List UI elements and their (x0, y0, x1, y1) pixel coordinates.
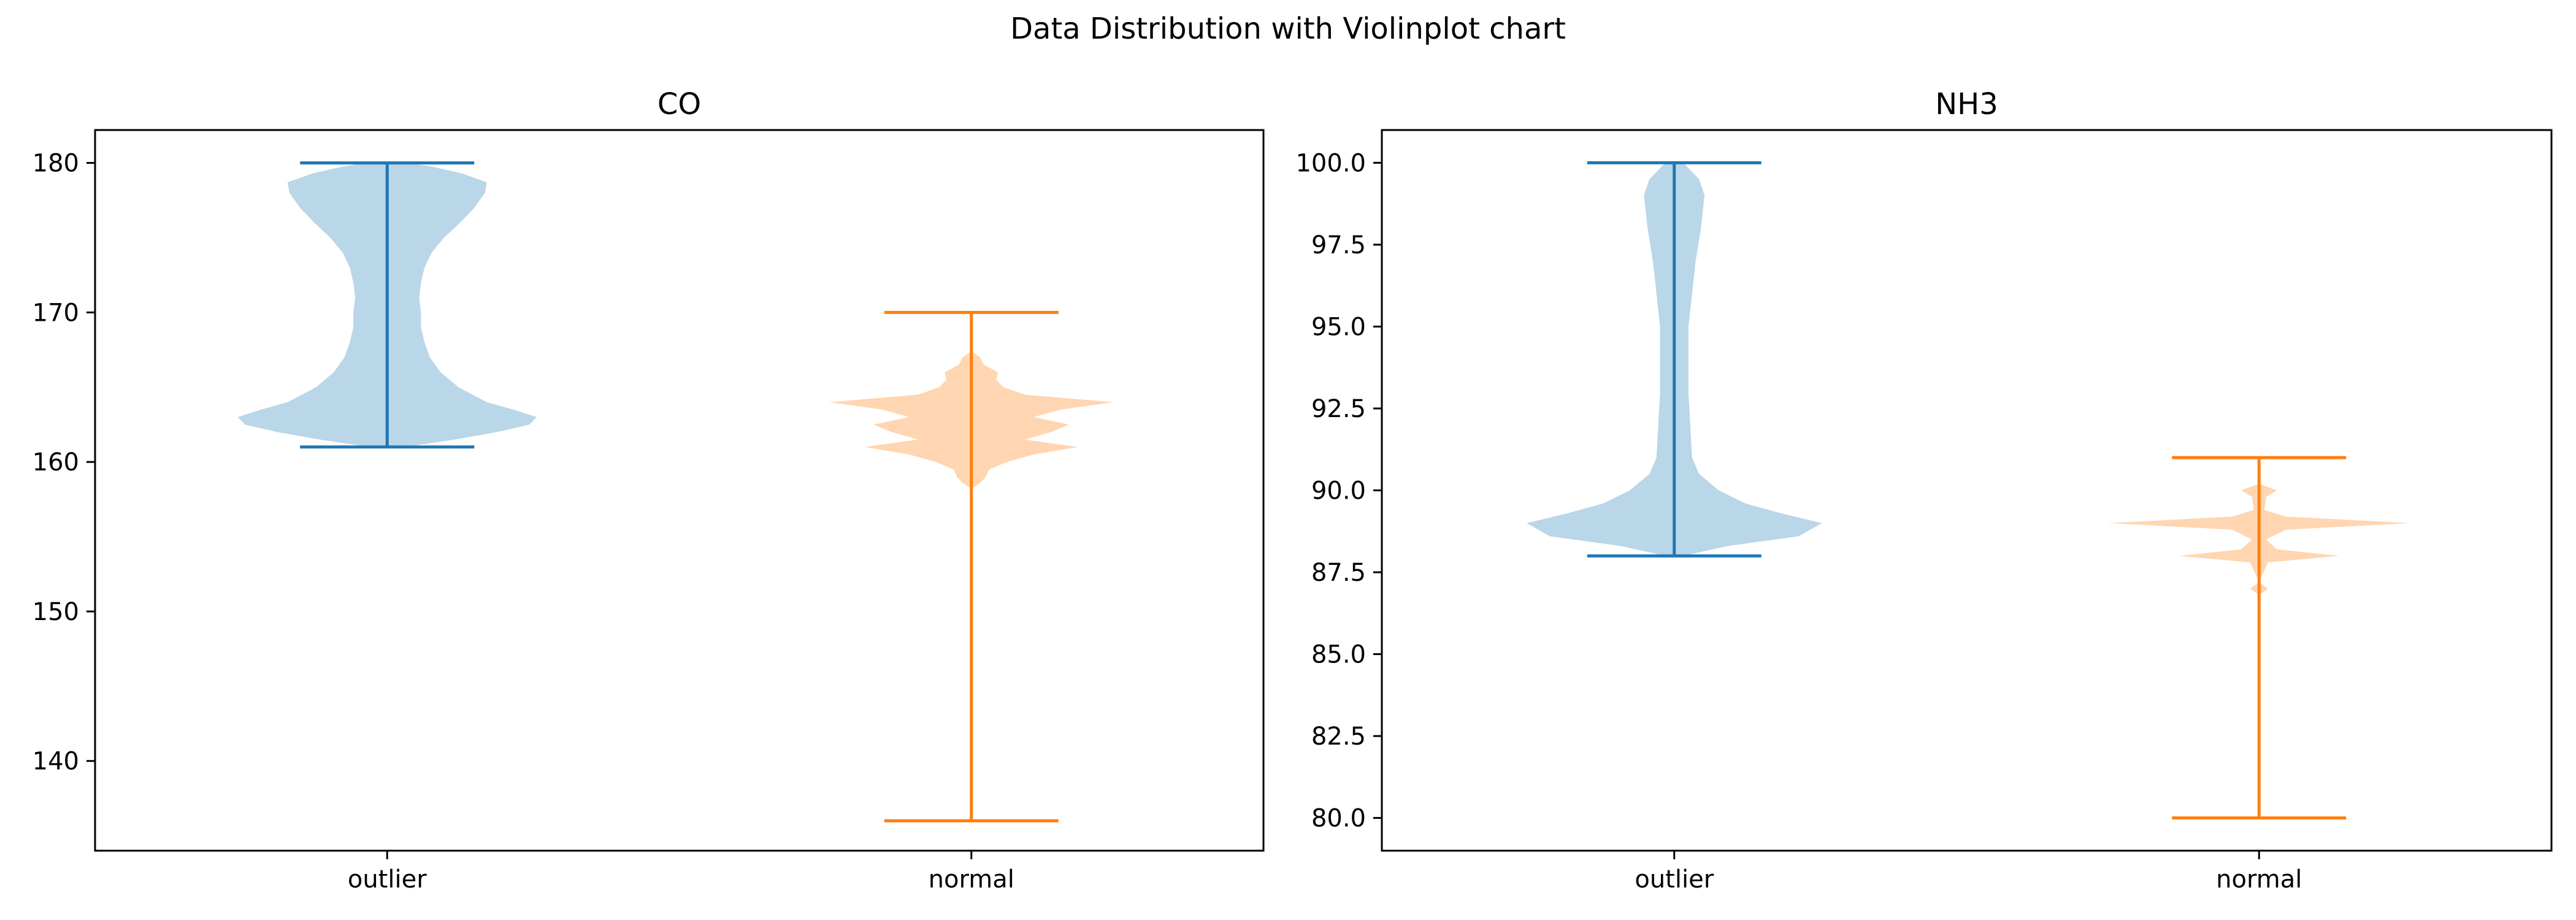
y-tick-label: 92.5 (1311, 395, 1366, 423)
y-tick-label: 97.5 (1311, 231, 1366, 259)
x-tick-label-outlier: outlier (348, 865, 427, 894)
panel-title: CO (657, 87, 701, 121)
axes-frame (94, 129, 1265, 852)
y-tick-label: 150 (33, 598, 79, 626)
y-tick-label: 90.0 (1311, 477, 1366, 505)
y-tick-label: 80.0 (1311, 805, 1366, 833)
y-tick-label: 87.5 (1311, 559, 1366, 587)
panel-co: CO 140 150 160 170 180 outlier normal (33, 87, 1265, 894)
y-tick-label: 180 (33, 150, 79, 178)
axes-frame (1381, 129, 2553, 852)
y-tick-label: 140 (33, 748, 79, 776)
y-tick-label: 82.5 (1311, 723, 1366, 751)
y-tick-label: 170 (33, 299, 79, 327)
y-tick-label: 160 (33, 448, 79, 477)
figure-title: Data Distribution with Violinplot chart (1010, 12, 1566, 46)
panel-nh3: NH3 80.0 82.5 85.0 87.5 90.0 92.5 95.0 97.5 100.0… (1295, 87, 2553, 894)
y-tick-label: 85.0 (1311, 641, 1366, 669)
x-tick-label-normal: normal (2216, 865, 2302, 894)
y-tick-label: 95.0 (1311, 313, 1366, 341)
x-tick-label-normal: normal (929, 865, 1014, 894)
y-tick-label: 100.0 (1295, 149, 1366, 177)
panel-title: NH3 (1935, 87, 1998, 121)
x-tick-label-outlier: outlier (1635, 865, 1714, 894)
